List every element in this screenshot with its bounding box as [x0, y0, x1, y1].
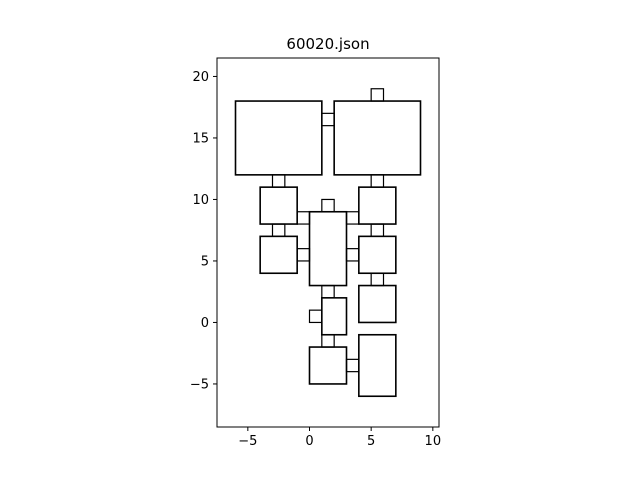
door-2: [370, 88, 385, 102]
axes-frame: [216, 57, 440, 428]
figure-title: 60020.json: [286, 35, 369, 53]
door-16: [345, 358, 360, 373]
y-tick-label: 15: [192, 131, 209, 146]
x-axis: −5 0 5 10: [238, 427, 441, 449]
door-13: [321, 284, 335, 299]
door-1: [321, 112, 335, 127]
room-5: [308, 210, 348, 287]
x-tick-label: −5: [238, 434, 257, 449]
rooms-layer: [234, 100, 422, 398]
room-11: [358, 333, 397, 398]
door-7: [345, 211, 360, 225]
door-9: [370, 223, 385, 237]
room-10: [308, 346, 348, 385]
room-1: [234, 100, 323, 176]
door-11: [345, 248, 360, 262]
room-7: [358, 235, 397, 275]
y-tick-label: 20: [192, 70, 209, 85]
x-tick-label: 5: [367, 434, 375, 449]
room-9: [321, 297, 348, 336]
y-tick-label: −5: [190, 377, 209, 392]
y-tick-label: 5: [201, 254, 209, 269]
y-tick-label: 10: [192, 193, 209, 208]
door-12: [370, 272, 385, 287]
door-14: [308, 309, 323, 324]
room-4: [259, 235, 298, 275]
door-15: [321, 334, 335, 348]
y-axis: −5 0 5 10 15 20: [190, 70, 217, 392]
connectors-layer: [271, 88, 385, 373]
room-3: [259, 186, 298, 225]
door-4: [370, 174, 385, 188]
door-3: [271, 174, 286, 188]
door-8: [271, 223, 286, 237]
door-6: [296, 211, 311, 225]
room-8: [358, 284, 397, 324]
door-5: [321, 198, 335, 213]
room-2: [333, 100, 422, 176]
y-tick-label: 0: [201, 316, 209, 331]
room-6: [358, 186, 397, 225]
door-10: [296, 248, 311, 262]
x-tick-label: 10: [425, 434, 442, 449]
x-tick-label: 0: [305, 434, 313, 449]
